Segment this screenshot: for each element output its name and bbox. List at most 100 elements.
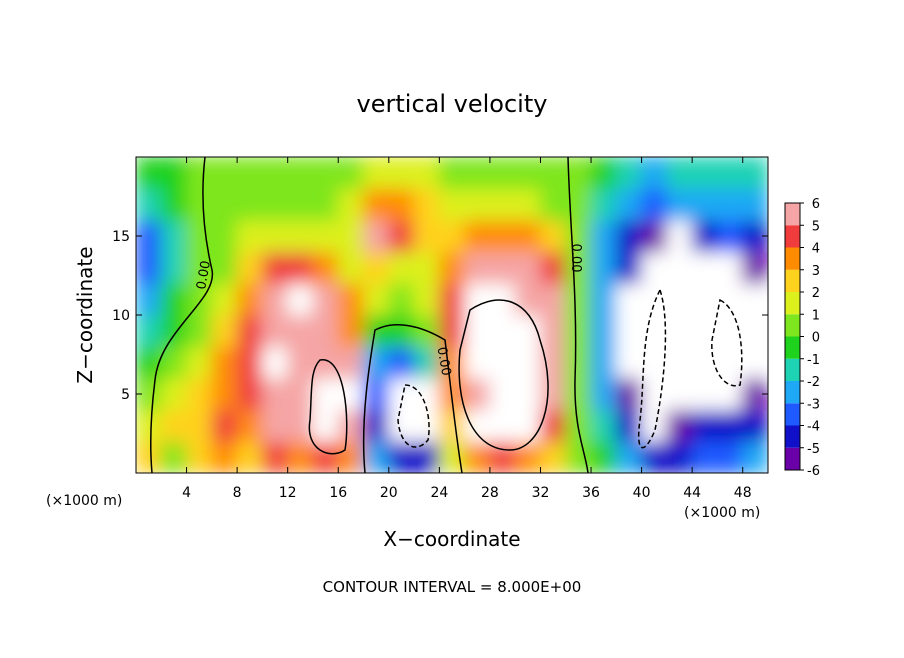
field-cell <box>691 409 718 442</box>
colorbar-tick-label: 0 <box>812 331 820 346</box>
field-cell <box>489 282 516 316</box>
field-cell <box>363 188 390 221</box>
field-cell <box>615 314 643 348</box>
field-cell <box>160 251 188 284</box>
field-cell <box>691 440 718 473</box>
contour-label: 0.00 <box>194 260 214 291</box>
field-cell <box>312 409 339 442</box>
contour-line <box>567 157 589 473</box>
field-cell <box>615 251 643 284</box>
field-cell <box>261 157 289 190</box>
field-cell <box>716 219 744 253</box>
field-cell <box>514 377 541 411</box>
field-cell <box>337 440 365 473</box>
colorbar-tick-label: -5 <box>807 442 820 457</box>
field-cell <box>160 219 188 253</box>
field-cell <box>716 314 744 348</box>
field-cell <box>160 188 188 221</box>
field-cell <box>287 440 314 473</box>
field-cell <box>489 440 516 473</box>
field-cell <box>438 282 466 316</box>
field-cell <box>489 377 516 411</box>
x-tick-label: 32 <box>532 485 550 501</box>
field-cell <box>615 377 643 411</box>
field-cell <box>337 282 365 316</box>
field-cell <box>666 219 693 253</box>
field-cell <box>742 188 768 221</box>
field-cell <box>413 157 440 190</box>
field-cell <box>236 188 263 221</box>
field-cell <box>716 377 744 411</box>
field-cell <box>287 282 314 316</box>
colorbar-tick-label: -3 <box>807 397 820 412</box>
colorbar-tick-label: -2 <box>807 375 820 390</box>
x-tick-label: 20 <box>380 485 398 501</box>
field-cell <box>363 409 390 442</box>
field-cell <box>388 346 415 379</box>
field-cell <box>337 157 365 190</box>
field-cell <box>312 440 339 473</box>
field-cell <box>590 282 617 316</box>
field-cell <box>666 157 693 190</box>
field-cell <box>261 251 289 284</box>
field-cell <box>211 409 238 442</box>
field-cell <box>742 409 768 442</box>
field-cell <box>186 409 213 442</box>
field-cell <box>236 346 263 379</box>
field-cell <box>388 440 415 473</box>
field-cell <box>413 440 440 473</box>
field-cell <box>337 251 365 284</box>
field-cell <box>615 188 643 221</box>
field-cell <box>464 219 491 253</box>
y-tick-label: 5 <box>121 387 130 403</box>
field-cell <box>438 251 466 284</box>
field-cell <box>666 251 693 284</box>
field-cell <box>565 314 592 348</box>
field-cell <box>211 219 238 253</box>
field-cell <box>464 157 491 190</box>
field-cell <box>590 314 617 348</box>
field-cell <box>312 219 339 253</box>
field-cell <box>160 377 188 411</box>
field-cell <box>742 157 768 190</box>
field-cell <box>261 188 289 221</box>
field-cell <box>136 157 162 190</box>
field-cell <box>136 440 162 473</box>
field-cell <box>337 188 365 221</box>
field-cell <box>666 377 693 411</box>
field-cell <box>136 251 162 284</box>
field-cell <box>413 219 440 253</box>
field-cell <box>438 157 466 190</box>
colorbar-tick-label: -6 <box>807 464 820 479</box>
field-cell <box>413 346 440 379</box>
contour-line <box>711 298 743 387</box>
field-cell <box>615 346 643 379</box>
x-tick-label: 12 <box>279 485 297 501</box>
field-cell <box>363 346 390 379</box>
colorbar-tick-label: 5 <box>812 219 820 234</box>
field-cell <box>312 251 339 284</box>
colorbar-tick-label: 2 <box>812 286 820 301</box>
field-cell <box>641 188 668 221</box>
field-cell <box>337 219 365 253</box>
field-cell <box>590 440 617 473</box>
field-cell <box>312 377 339 411</box>
footer-note: CONTOUR INTERVAL = 8.000E+00 <box>323 578 582 596</box>
field-cell <box>211 314 238 348</box>
field-cell <box>261 219 289 253</box>
field-cell <box>413 409 440 442</box>
field-cell <box>388 251 415 284</box>
field-cell <box>413 251 440 284</box>
field-cell <box>691 377 718 411</box>
field-cell <box>539 440 567 473</box>
field-cell <box>211 251 238 284</box>
field-cell <box>666 346 693 379</box>
field-cell <box>236 377 263 411</box>
field-cell <box>236 251 263 284</box>
field-cell <box>539 377 567 411</box>
field-cell <box>236 219 263 253</box>
field-cell <box>666 409 693 442</box>
field-cell <box>716 251 744 284</box>
field-cell <box>186 346 213 379</box>
field-cell <box>211 157 238 190</box>
